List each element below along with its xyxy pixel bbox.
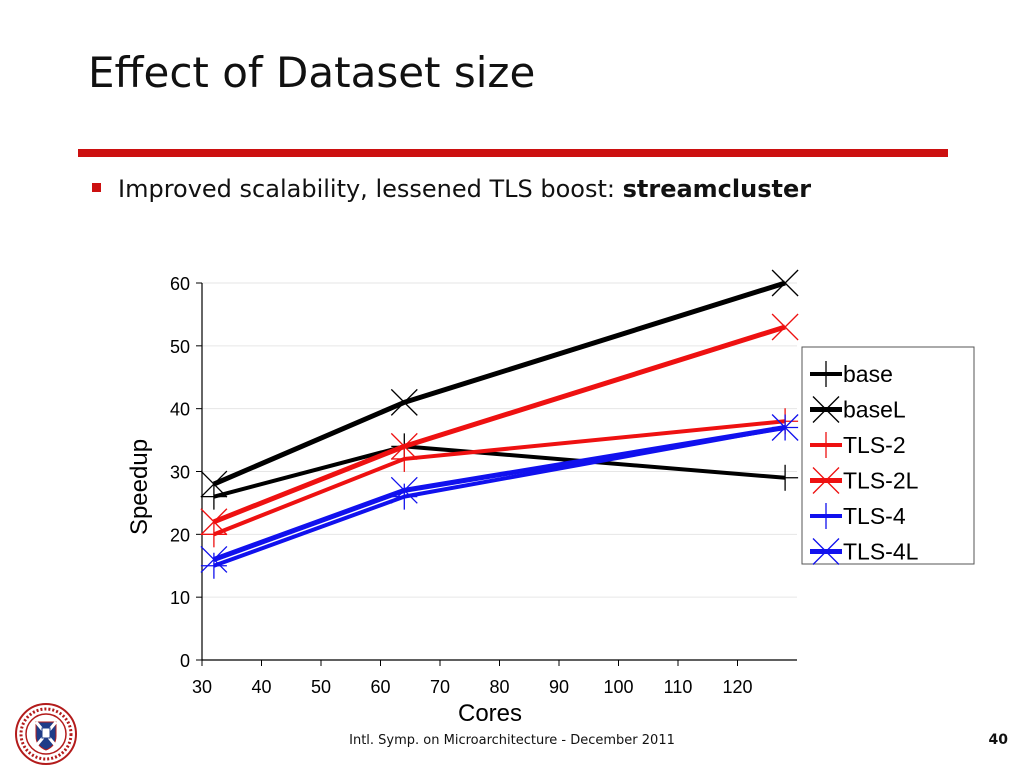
university-crest-icon: [15, 703, 77, 765]
marker-stroke: [771, 313, 799, 341]
x-axis-label: Cores: [458, 700, 522, 727]
marker-stroke: [390, 388, 418, 416]
y-tick-label: 10: [170, 588, 190, 608]
legend-marker: [813, 432, 839, 458]
legend-marker: [813, 503, 839, 529]
page-title: Effect of Dataset size: [88, 48, 536, 97]
footer-text: Intl. Symp. on Microarchitecture - Decem…: [349, 733, 675, 748]
x-tick-label: 40: [251, 677, 271, 697]
marker-stroke: [812, 538, 840, 565]
legend-marker: [813, 361, 839, 387]
data-point: [771, 414, 799, 441]
legend-item: TLS-2: [810, 432, 906, 458]
y-tick-label: 50: [170, 337, 190, 357]
x-tick-label: 70: [430, 677, 450, 697]
y-tick-label: 40: [170, 400, 190, 420]
data-point: [390, 432, 418, 460]
series-tls-2l: [200, 313, 799, 536]
marker-stroke: [771, 414, 799, 441]
legend-box: [801, 346, 975, 565]
bullet-bold-text: streamcluster: [622, 175, 812, 203]
legend: base baseL TLS-2 TLS-2L TLS-4 TLS-4L: [801, 346, 975, 565]
bullet-text: Improved scalability, lessened TLS boost…: [118, 175, 623, 203]
x-tick-label: 100: [603, 677, 633, 697]
marker-stroke: [771, 269, 799, 297]
x-tick-label: 30: [192, 677, 212, 697]
y-axis-label: Speedup: [126, 439, 153, 535]
legend-marker: [812, 396, 840, 423]
legend-label: TLS-2L: [843, 468, 919, 494]
y-tick-label: 0: [180, 651, 190, 671]
marker-stroke: [390, 476, 418, 504]
square-bullet-icon: [92, 182, 101, 192]
data-point: [772, 464, 799, 491]
page-number: 40: [988, 732, 1008, 748]
y-tick-label: 20: [170, 525, 190, 545]
data-point: [771, 313, 799, 341]
legend-item: TLS-4L: [810, 538, 919, 565]
x-tick-label: 120: [722, 677, 752, 697]
y-tick-label: 30: [170, 463, 190, 483]
legend-item: baseL: [810, 396, 906, 423]
legend-label: TLS-2: [843, 432, 906, 458]
legend-item: TLS-2L: [810, 467, 919, 494]
x-tick-label: 90: [549, 677, 569, 697]
legend-item: base: [810, 361, 893, 387]
data-point: [391, 445, 418, 472]
data-point: [390, 476, 418, 504]
series-tls-4l: [200, 414, 799, 573]
x-tick-label: 60: [370, 677, 390, 697]
legend-label: TLS-4: [843, 503, 906, 529]
marker-stroke: [200, 508, 228, 536]
marker-stroke: [390, 432, 418, 460]
x-tick-label: 50: [311, 677, 331, 697]
marker-stroke: [812, 467, 840, 494]
y-tick-label: 60: [170, 274, 190, 294]
legend-marker: [812, 538, 840, 565]
data-point: [200, 470, 228, 498]
data-point: [390, 388, 418, 416]
x-tick-label: 110: [664, 677, 693, 697]
data-point: [200, 483, 227, 510]
legend-label: base: [843, 361, 893, 387]
data-point: [200, 546, 228, 573]
legend-marker: [812, 467, 840, 494]
series-line: [212, 324, 786, 525]
marker-stroke: [200, 470, 228, 498]
bullet-point: Improved scalability, lessened TLS boost…: [92, 174, 811, 204]
data-point: [200, 508, 228, 536]
series-basel: [200, 269, 799, 498]
legend-item: TLS-4: [810, 503, 906, 529]
title-divider: [78, 149, 948, 157]
marker-stroke: [200, 546, 228, 573]
data-point: [200, 521, 227, 548]
x-tick-label: 80: [489, 677, 509, 697]
data-point: [771, 269, 799, 297]
legend-label: baseL: [843, 397, 906, 423]
marker-stroke: [812, 396, 840, 423]
legend-label: TLS-4L: [843, 539, 919, 565]
